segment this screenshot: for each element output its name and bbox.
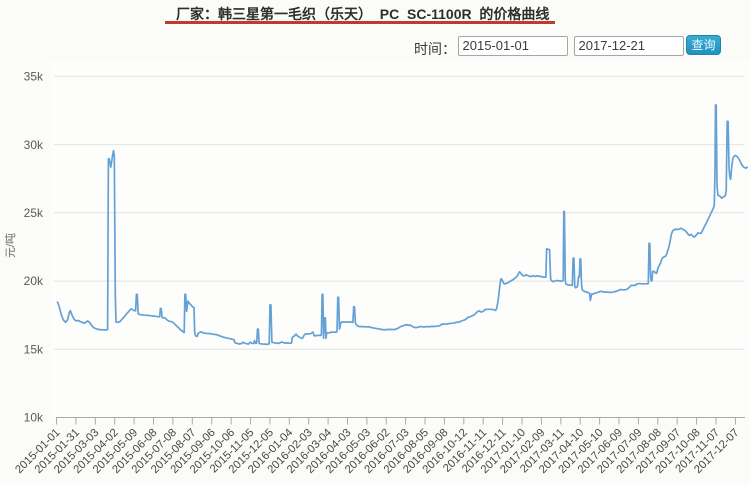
svg-text:15k: 15k (24, 343, 44, 357)
svg-text:30k: 30k (24, 138, 44, 152)
svg-text:元/吨: 元/吨 (4, 233, 17, 258)
svg-text:10k: 10k (24, 411, 44, 425)
svg-text:20k: 20k (24, 274, 44, 288)
svg-text:25k: 25k (24, 206, 44, 220)
svg-text:35k: 35k (24, 70, 44, 84)
